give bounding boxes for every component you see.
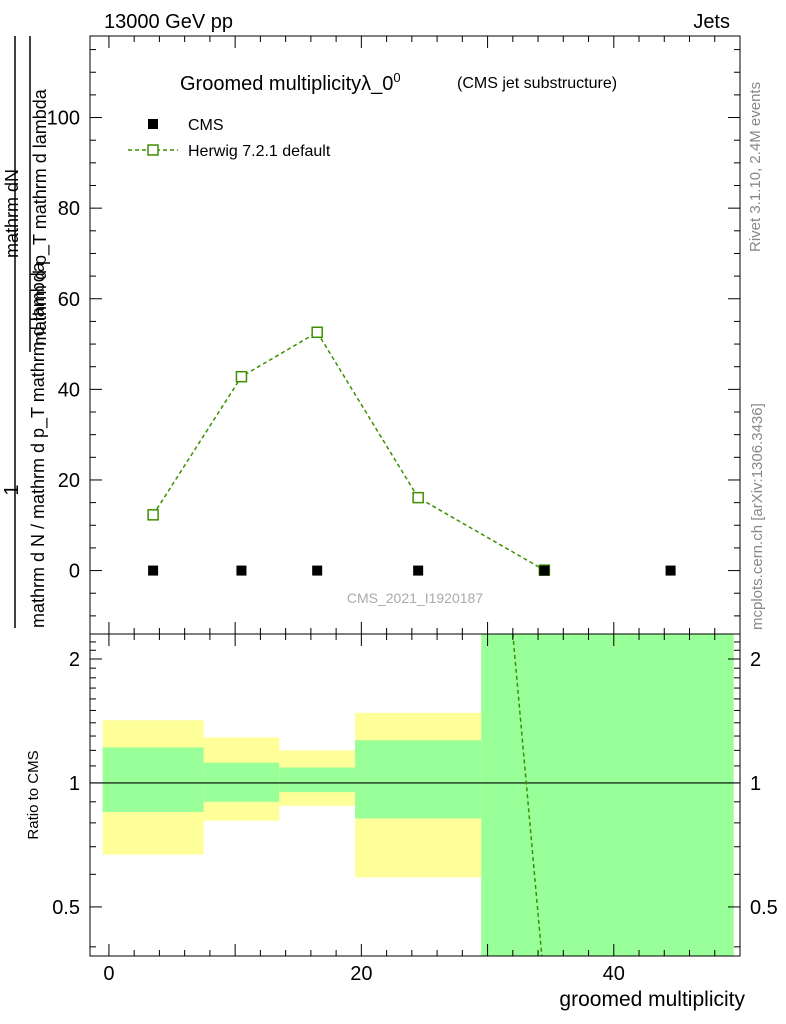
ylabel-numerator: mathrm dN bbox=[2, 169, 22, 258]
band-green bbox=[279, 767, 356, 793]
side-text-top: Rivet 3.1.10, 2.4M events bbox=[747, 82, 764, 252]
ratio-y-tick-label-right: 1 bbox=[750, 773, 761, 795]
ylabel-numerator-denom: mathrm d p_T mathrm d lambda bbox=[30, 88, 51, 346]
main-ticks: 0 20 40 60 80 100 bbox=[47, 36, 741, 634]
y-tick-label: 60 bbox=[58, 289, 80, 311]
x-tick-label: 20 bbox=[350, 963, 372, 985]
cms-point bbox=[413, 565, 424, 576]
watermark: CMS_2021_I1920187 bbox=[347, 590, 483, 606]
y-tick-label: 80 bbox=[58, 198, 80, 220]
ratio-marks bbox=[512, 633, 543, 957]
ratio-y-tick-label-right: 2 bbox=[750, 649, 761, 671]
x-tick-label: 40 bbox=[603, 963, 625, 985]
main-marks bbox=[147, 326, 676, 576]
y-tick-label: 20 bbox=[58, 470, 80, 492]
ratio-y-tick-label: 2 bbox=[69, 649, 80, 671]
legend: CMS Herwig 7.2.1 default bbox=[128, 117, 331, 160]
chart-title: Groomed multiplicityλ_00 bbox=[180, 70, 401, 95]
ratio-y-tick-label: 1 bbox=[69, 773, 80, 795]
chart-title-main: Groomed multiplicityλ_0 bbox=[180, 73, 393, 95]
legend-cms-marker bbox=[148, 119, 158, 129]
x-axis-label: groomed multiplicity bbox=[559, 988, 745, 1011]
header-right: Jets bbox=[693, 11, 730, 33]
cms-point bbox=[236, 565, 247, 576]
ratio-ticks: 0.5 0.51 12 20 20 40 bbox=[52, 634, 778, 985]
chart-subtitle: (CMS jet substructure) bbox=[457, 75, 617, 92]
legend-herwig-label: Herwig 7.2.1 default bbox=[188, 143, 331, 160]
ylabel-denominator: mathrm d N / mathrm d p_T mathrm d lambd… bbox=[28, 261, 49, 628]
ratio-bands bbox=[102, 634, 734, 956]
herwig-point bbox=[412, 491, 424, 504]
main-ylabel: 1 mathrm d N / mathrm d p_T mathrm d lam… bbox=[1, 36, 51, 628]
cms-point bbox=[148, 565, 159, 576]
y-tick-label: 40 bbox=[58, 379, 80, 401]
y-tick-label: 0 bbox=[69, 561, 80, 583]
band-green bbox=[102, 747, 204, 813]
band-green bbox=[481, 634, 734, 956]
y-tick-label: 100 bbox=[47, 108, 80, 130]
legend-herwig-marker bbox=[147, 144, 159, 156]
cms-point bbox=[539, 565, 550, 576]
herwig-ratio-line bbox=[512, 633, 543, 957]
ratio-ylabel: Ratio to CMS bbox=[25, 750, 42, 839]
herwig-point bbox=[311, 326, 323, 339]
herwig-point bbox=[147, 509, 159, 521]
legend-cms-label: CMS bbox=[188, 117, 224, 134]
header-left: 13000 GeV pp bbox=[104, 11, 233, 33]
ratio-y-tick-label: 0.5 bbox=[52, 897, 80, 919]
cms-point bbox=[312, 565, 323, 576]
ratio-panel: 0.5 0.51 12 20 20 40 Ratio to CMS groomed mul… bbox=[25, 633, 778, 1011]
herwig-point bbox=[235, 370, 248, 383]
chart-title-sup: 0 bbox=[393, 70, 400, 85]
band-green bbox=[355, 740, 482, 819]
band-green bbox=[203, 762, 280, 802]
ratio-y-tick-label-right: 0.5 bbox=[750, 897, 778, 919]
side-text-bottom: mcplots.cern.ch [arXiv:1306.3436] bbox=[749, 403, 766, 630]
x-tick-label: 0 bbox=[103, 963, 114, 985]
cms-point bbox=[665, 565, 676, 576]
ylabel-one: 1 bbox=[1, 484, 23, 495]
